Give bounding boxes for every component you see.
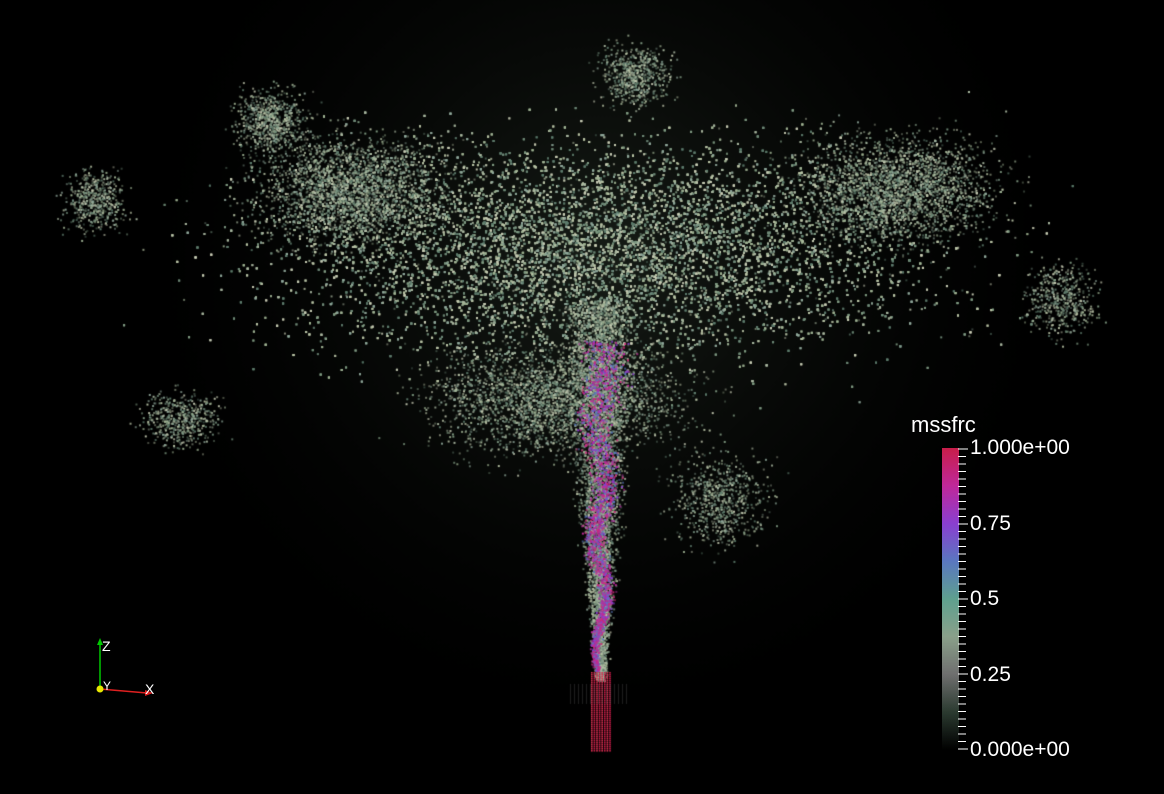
color-scale-ticks [958, 448, 968, 750]
legend-label-025: 0.25 [970, 663, 1011, 686]
y-axis-dot-icon [96, 685, 104, 693]
color-scale-bar [942, 448, 959, 750]
y-axis-label: Y [103, 679, 111, 693]
x-axis-line [99, 688, 148, 694]
orientation-axes-widget[interactable]: Z Y X [85, 632, 165, 702]
legend-label-05: 0.5 [970, 587, 1000, 610]
x-axis-arrow-icon [145, 690, 153, 696]
legend-label-min: 0.000e+00 [970, 738, 1070, 761]
legend-label-max: 1.000e+00 [970, 436, 1070, 459]
z-axis-label: Z [102, 638, 111, 654]
legend-label-075: 0.75 [970, 512, 1011, 535]
z-axis-arrow-icon [97, 638, 103, 645]
legend-title: mssfrc [911, 412, 976, 437]
x-axis-label: X [145, 681, 155, 697]
